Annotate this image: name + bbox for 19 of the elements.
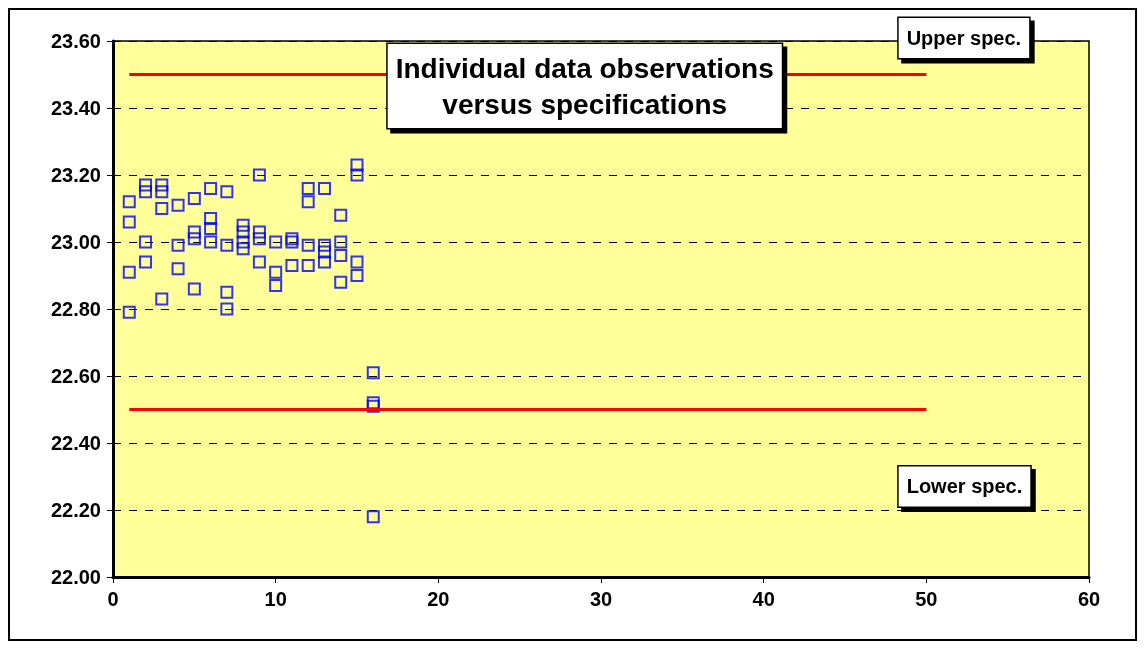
x-tick-label: 50: [915, 588, 938, 610]
y-tick-label: 22.40: [50, 432, 101, 454]
y-tick-label: 23.00: [50, 231, 101, 253]
y-tick-label: 23.20: [50, 164, 101, 186]
y-tick-label: 22.00: [50, 566, 101, 588]
x-tick-label: 60: [1077, 588, 1101, 610]
y-tick-label: 22.60: [50, 365, 101, 387]
y-tick-label: 23.60: [50, 30, 101, 52]
x-tick-label: 40: [752, 588, 775, 610]
x-tick-label: 10: [264, 588, 287, 610]
x-tick-label: 0: [107, 588, 119, 610]
text: Individual data observations versus specifications: [395, 52, 774, 120]
y-tick-label: 22.80: [50, 298, 101, 320]
x-tick-label: 30: [589, 588, 613, 610]
x-tick-label: 20: [427, 588, 450, 610]
annotation: Upper spec.: [906, 27, 1022, 49]
y-tick-label: 22.20: [50, 499, 101, 521]
annotation: Lower spec.: [906, 475, 1023, 498]
y-tick-label: 23.40: [50, 97, 101, 119]
